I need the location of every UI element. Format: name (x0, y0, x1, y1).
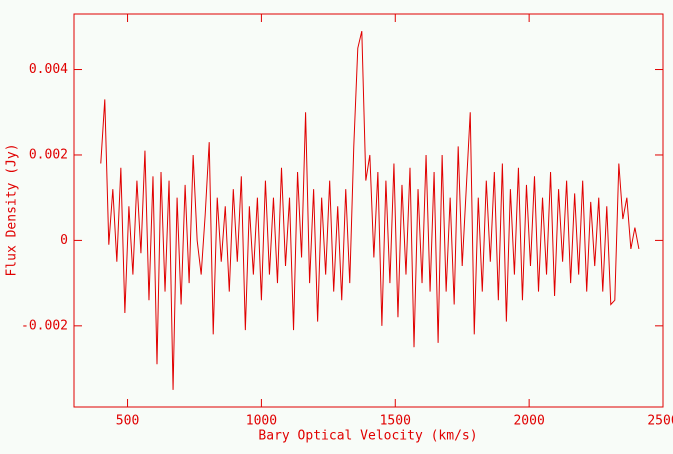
plot-frame (73, 13, 664, 408)
y-tick-label: 0.002 (29, 147, 68, 162)
y-tick-label: -0.002 (21, 318, 68, 333)
x-tick-label: 500 (116, 414, 139, 429)
y-tick-label: 0 (60, 233, 68, 248)
y-axis-label: Flux Density (Jy) (5, 143, 20, 276)
x-tick-label: 1500 (380, 414, 411, 429)
x-axis-label: Bary Optical Velocity (km/s) (258, 429, 477, 444)
spectrum-line (100, 30, 640, 390)
y-tick-label: 0.004 (29, 62, 68, 77)
x-tick-label: 2000 (513, 414, 544, 429)
x-tick-label: 2500 (647, 414, 673, 429)
x-tick-label: 1000 (246, 414, 277, 429)
